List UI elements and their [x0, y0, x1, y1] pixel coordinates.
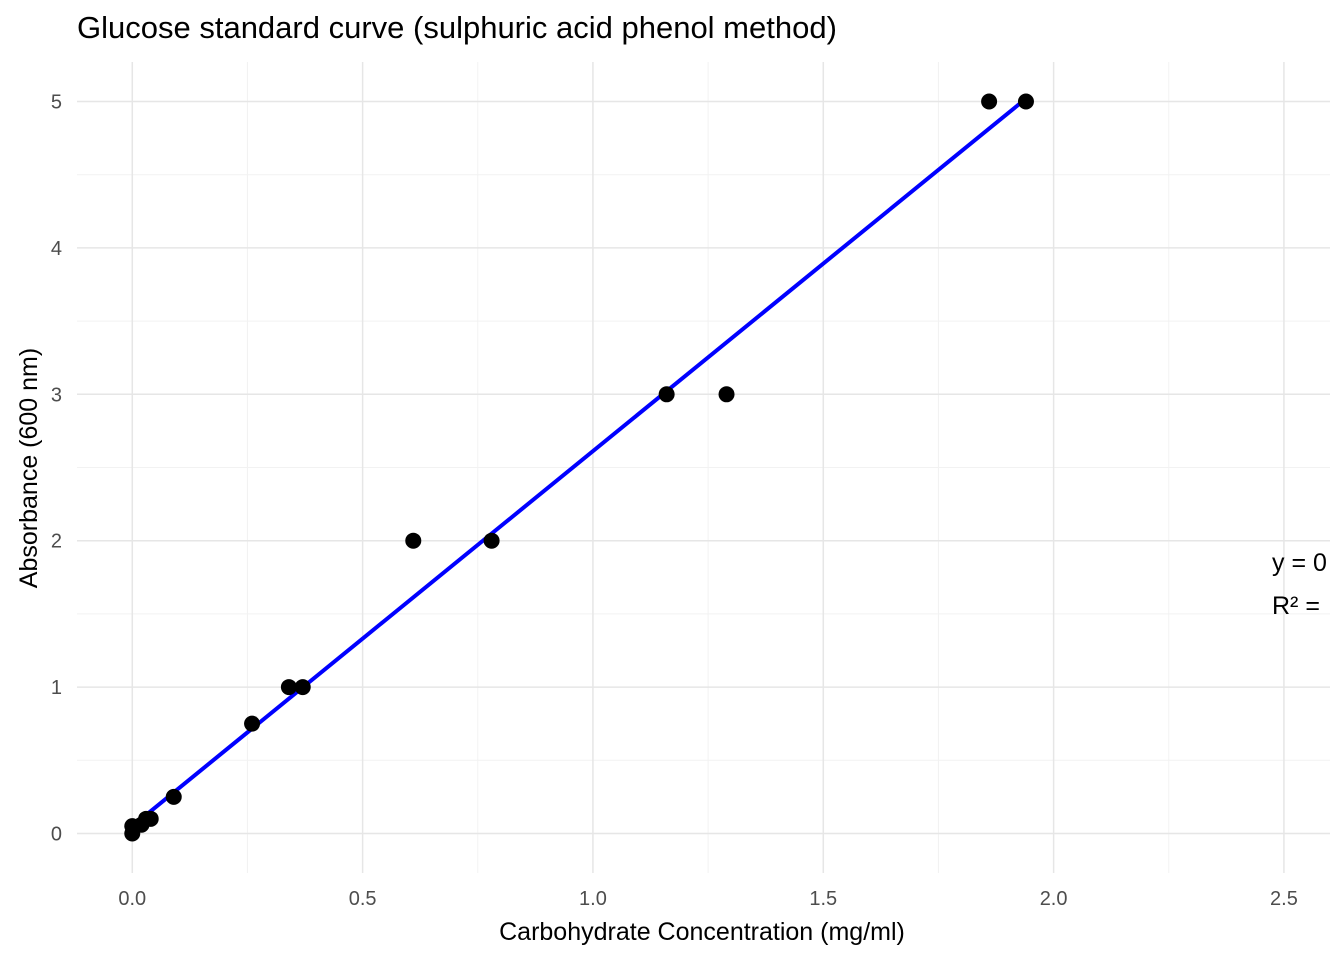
data-point [142, 810, 159, 827]
x-tick-label: 1.0 [579, 888, 607, 910]
y-tick-label: 1 [51, 677, 62, 699]
data-point [658, 386, 675, 403]
data-point [294, 679, 311, 696]
data-point [981, 93, 998, 110]
minor-grid [77, 62, 1330, 873]
y-tick-label: 4 [51, 238, 62, 260]
data-point [718, 386, 735, 403]
x-tick-label: 2.5 [1270, 888, 1298, 910]
fit-line [130, 96, 1028, 829]
fit-line-layer [130, 96, 1028, 829]
y-tick-label: 5 [51, 92, 62, 114]
x-tick-label: 2.0 [1040, 888, 1068, 910]
x-tick-labels: 0.0 0.5 1.0 1.5 2.0 2.5 [118, 888, 1297, 910]
points-layer [124, 93, 1034, 842]
data-point [405, 532, 422, 549]
x-axis-label: Carbohydrate Concentration (mg/ml) [499, 918, 905, 946]
data-point [1017, 93, 1034, 110]
chart-title: Glucose standard curve (sulphuric acid p… [77, 10, 837, 45]
r-squared-text: R² = [1272, 592, 1320, 620]
data-point [244, 715, 261, 732]
equation-annotation: y = 0 R² = [1272, 549, 1327, 620]
data-point [280, 679, 297, 696]
equation-text: y = 0 [1272, 549, 1327, 577]
x-tick-label: 0.0 [118, 888, 146, 910]
x-tick-label: 1.5 [809, 888, 837, 910]
y-tick-label: 2 [51, 531, 62, 553]
y-tick-labels: 0 1 2 3 4 5 [51, 92, 62, 846]
data-point [165, 788, 182, 805]
data-point [483, 532, 500, 549]
y-tick-label: 0 [51, 823, 62, 845]
y-tick-label: 3 [51, 384, 62, 406]
x-tick-label: 0.5 [349, 888, 377, 910]
y-axis-label: Absorbance (600 nm) [15, 348, 43, 588]
